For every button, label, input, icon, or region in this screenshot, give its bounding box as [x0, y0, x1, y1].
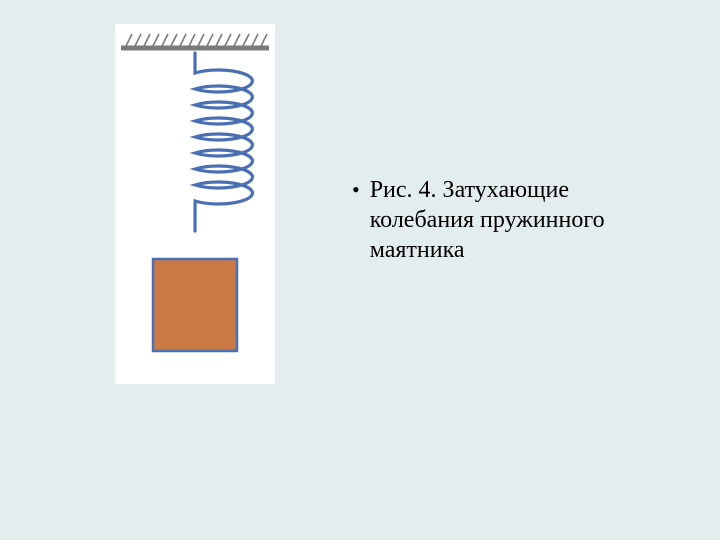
spring-pendulum-diagram	[115, 24, 275, 384]
figure-caption: Рис. 4. Затухающие колебания пружинного …	[370, 175, 670, 265]
figure-panel	[115, 24, 275, 384]
bullet-icon: •	[352, 175, 360, 205]
caption-block: • Рис. 4. Затухающие колебания пружинног…	[350, 175, 670, 265]
